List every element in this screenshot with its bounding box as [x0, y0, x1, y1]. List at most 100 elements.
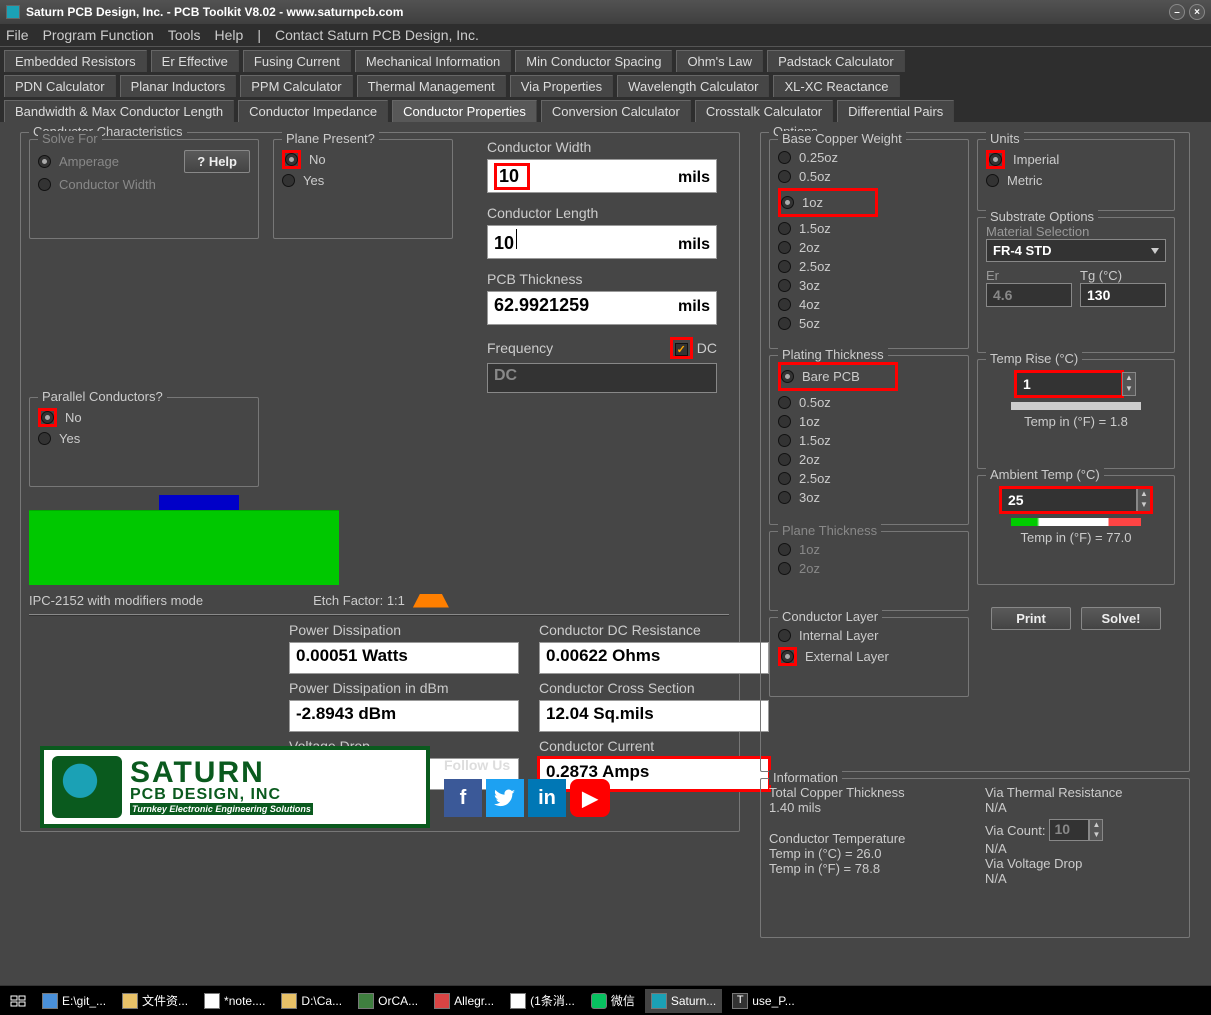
- radio-p05[interactable]: 0.5oz: [778, 395, 960, 410]
- radio-plane-yes[interactable]: Yes: [282, 173, 444, 188]
- tab-ohms[interactable]: Ohm's Law: [676, 50, 763, 72]
- tab-via[interactable]: Via Properties: [510, 75, 613, 97]
- ambient-input[interactable]: 25: [1001, 488, 1137, 512]
- menu-tools[interactable]: Tools: [168, 27, 201, 43]
- tab-ppm[interactable]: PPM Calculator: [240, 75, 352, 97]
- radio-2oz[interactable]: 2oz: [778, 240, 960, 255]
- task-dca[interactable]: D:\Ca...: [275, 989, 348, 1013]
- etch-factor-text: Etch Factor: 1:1: [313, 593, 405, 608]
- solve-for-legend: Solve For: [38, 131, 102, 146]
- radio-parallel-yes[interactable]: Yes: [38, 431, 250, 446]
- solve-for-group: Solve For Amperage ? Help Conductor Widt…: [29, 139, 259, 239]
- radio-pt2: 2oz: [778, 561, 960, 576]
- menu-prog[interactable]: Program Function: [43, 27, 154, 43]
- task-start[interactable]: [4, 989, 32, 1013]
- plane-thick-legend: Plane Thickness: [778, 523, 881, 538]
- tab-cond-prop[interactable]: Conductor Properties: [392, 100, 537, 122]
- tab-padstack[interactable]: Padstack Calculator: [767, 50, 905, 72]
- task-note[interactable]: *note....: [198, 989, 271, 1013]
- er-input[interactable]: 4.6: [986, 283, 1072, 307]
- vc-na: N/A: [985, 841, 1181, 856]
- radio-parallel-no[interactable]: No: [38, 408, 250, 427]
- radio-p15[interactable]: 1.5oz: [778, 433, 960, 448]
- temprise-spinner[interactable]: ▲▼: [1122, 372, 1136, 396]
- menu-file[interactable]: File: [6, 27, 29, 43]
- task-saturn[interactable]: Saturn...: [645, 989, 722, 1013]
- task-usep[interactable]: Tuse_P...: [726, 989, 800, 1013]
- tab-thermal[interactable]: Thermal Management: [357, 75, 506, 97]
- radio-metric[interactable]: Metric: [986, 173, 1166, 188]
- facebook-icon[interactable]: f: [444, 779, 482, 817]
- tab-conv[interactable]: Conversion Calculator: [541, 100, 691, 122]
- linkedin-icon[interactable]: in: [528, 779, 566, 817]
- tab-min-spacing[interactable]: Min Conductor Spacing: [515, 50, 672, 72]
- dcres-label: Conductor DC Resistance: [539, 622, 769, 638]
- task-orcad[interactable]: OrCA...: [352, 989, 424, 1013]
- material-label: Material Selection: [986, 224, 1166, 239]
- tab-wavelength[interactable]: Wavelength Calculator: [617, 75, 769, 97]
- radio-05oz[interactable]: 0.5oz: [778, 169, 960, 184]
- menu-contact[interactable]: Contact Saturn PCB Design, Inc.: [275, 27, 479, 43]
- tabrow-2: PDN Calculator Planar Inductors PPM Calc…: [0, 72, 1211, 97]
- tab-bandwidth[interactable]: Bandwidth & Max Conductor Length: [4, 100, 234, 122]
- tg-label: Tg (°C): [1080, 268, 1166, 283]
- task-wechat[interactable]: 微信: [585, 989, 641, 1013]
- task-allegro[interactable]: Allegr...: [428, 989, 500, 1013]
- radio-imperial[interactable]: Imperial: [986, 150, 1166, 169]
- close-btn[interactable]: ×: [1189, 4, 1205, 20]
- tab-pdn[interactable]: PDN Calculator: [4, 75, 116, 97]
- layer-group: Conductor Layer Internal Layer External …: [769, 617, 969, 697]
- minimize-btn[interactable]: –: [1169, 4, 1185, 20]
- radio-025oz[interactable]: 0.25oz: [778, 150, 960, 165]
- radio-external[interactable]: External Layer: [778, 647, 960, 666]
- radio-bare[interactable]: Bare PCB: [781, 369, 895, 384]
- tg-input[interactable]: 130: [1080, 283, 1166, 307]
- tab-crosstalk[interactable]: Crosstalk Calculator: [695, 100, 833, 122]
- vc-input[interactable]: 10: [1049, 819, 1089, 841]
- radio-25oz[interactable]: 2.5oz: [778, 259, 960, 274]
- freq-input[interactable]: DC: [487, 363, 717, 393]
- task-msg[interactable]: (1条消...: [504, 989, 581, 1013]
- tab-diff[interactable]: Differential Pairs: [837, 100, 954, 122]
- vc-spinner[interactable]: ▲▼: [1089, 819, 1103, 841]
- solve-button[interactable]: Solve!: [1081, 607, 1161, 630]
- radio-15oz[interactable]: 1.5oz: [778, 221, 960, 236]
- task-files[interactable]: 文件资...: [116, 989, 194, 1013]
- tab-fusing[interactable]: Fusing Current: [243, 50, 351, 72]
- radio-p2[interactable]: 2oz: [778, 452, 960, 467]
- menu-help[interactable]: Help: [215, 27, 244, 43]
- tab-mech[interactable]: Mechanical Information: [355, 50, 511, 72]
- ambient-spinner[interactable]: ▲▼: [1137, 488, 1151, 512]
- radio-p3[interactable]: 3oz: [778, 490, 960, 505]
- radio-3oz[interactable]: 3oz: [778, 278, 960, 293]
- radio-5oz[interactable]: 5oz: [778, 316, 960, 331]
- radio-p1[interactable]: 1oz: [778, 414, 960, 429]
- ipc-mode-text: IPC-2152 with modifiers mode: [29, 593, 203, 608]
- copper-legend: Base Copper Weight: [778, 131, 906, 146]
- cond-width-input[interactable]: 10 mils: [487, 159, 717, 193]
- radio-1oz[interactable]: 1oz: [781, 195, 875, 210]
- logo-swirl-icon: [52, 756, 122, 818]
- cond-length-input[interactable]: 10 mils: [487, 225, 717, 259]
- tab-cond-imp[interactable]: Conductor Impedance: [238, 100, 388, 122]
- dc-checkbox[interactable]: ✓: [675, 343, 688, 356]
- radio-plane-no[interactable]: No: [282, 150, 444, 169]
- youtube-icon[interactable]: ▶: [570, 779, 610, 817]
- tab-er-eff[interactable]: Er Effective: [151, 50, 239, 72]
- tab-planar[interactable]: Planar Inductors: [120, 75, 237, 97]
- radio-4oz[interactable]: 4oz: [778, 297, 960, 312]
- radio-p25[interactable]: 2.5oz: [778, 471, 960, 486]
- help-button[interactable]: ? Help: [184, 150, 250, 173]
- tab-emb-res[interactable]: Embedded Resistors: [4, 50, 147, 72]
- tab-xlxc[interactable]: XL-XC Reactance: [773, 75, 899, 97]
- twitter-icon[interactable]: [486, 779, 524, 817]
- radio-internal[interactable]: Internal Layer: [778, 628, 960, 643]
- task-git[interactable]: E:\git_...: [36, 989, 112, 1013]
- logo-row: SATURN PCB DESIGN, INC Turnkey Electroni…: [40, 746, 610, 828]
- temprise-input[interactable]: 1: [1016, 372, 1122, 396]
- title-text: Saturn PCB Design, Inc. - PCB Toolkit V8…: [26, 5, 403, 19]
- ct-f: Temp in (°F) = 78.8: [769, 861, 965, 876]
- print-button[interactable]: Print: [991, 607, 1071, 630]
- pcb-thick-input[interactable]: 62.9921259 mils: [487, 291, 717, 325]
- material-select[interactable]: FR-4 STD: [986, 239, 1166, 262]
